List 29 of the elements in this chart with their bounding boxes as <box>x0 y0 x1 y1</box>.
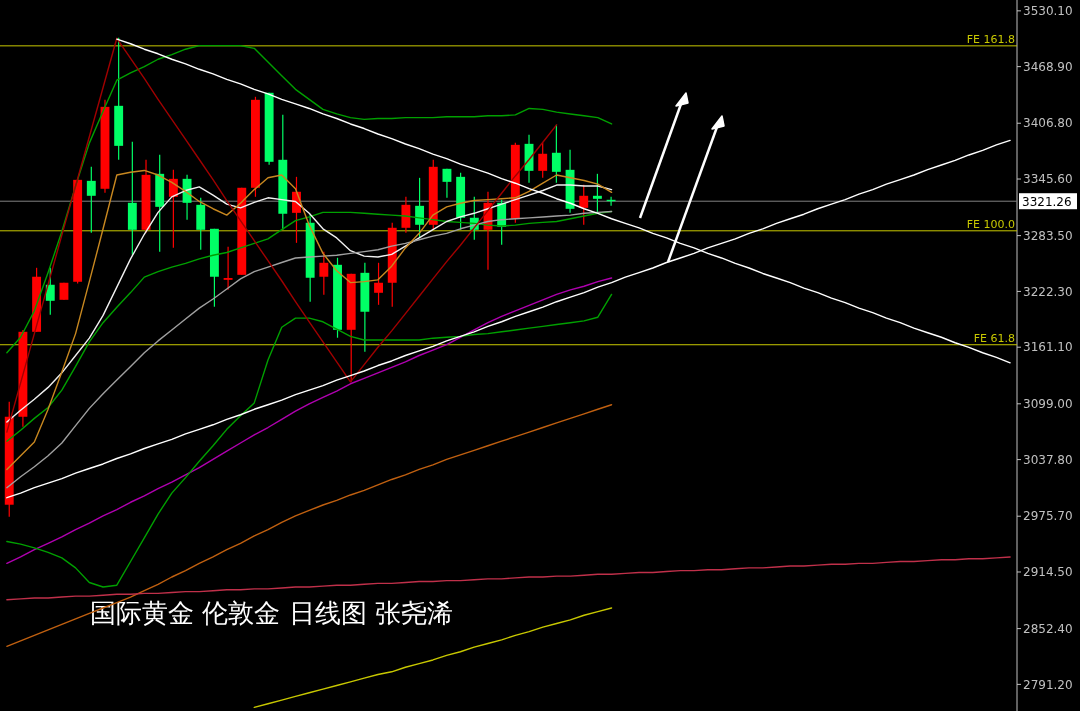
candlestick <box>538 142 548 179</box>
y-tick-label: 2914.50 <box>1023 565 1073 580</box>
y-tick-label: 3406.80 <box>1023 116 1073 131</box>
y-tick-label: 3037.80 <box>1023 452 1073 467</box>
candlestick <box>415 177 425 239</box>
candlestick <box>223 246 233 291</box>
y-tick-label: 2975.70 <box>1023 509 1073 524</box>
candlestick <box>551 124 561 184</box>
y-tick-label: 3283.50 <box>1023 228 1073 243</box>
candlestick <box>401 196 411 234</box>
y-tick-label: 3468.90 <box>1023 59 1073 74</box>
candlestick <box>45 267 55 316</box>
ref-line-label: 3321.26 <box>1022 194 1072 209</box>
candlestick <box>319 251 329 296</box>
candlestick <box>442 168 452 199</box>
y-tick-label: 2791.20 <box>1023 677 1073 692</box>
y-tick-label: 3530.10 <box>1023 4 1073 19</box>
candlestick <box>579 184 589 226</box>
candlestick <box>592 173 602 213</box>
candlestick <box>86 166 96 234</box>
ref-line-label: FE 161.8 <box>966 32 1015 46</box>
y-tick-label: 3222.30 <box>1023 284 1073 299</box>
ref-line-label: FE 61.8 <box>973 331 1015 345</box>
y-tick-label: 2852.40 <box>1023 621 1073 636</box>
y-tick-label: 3161.10 <box>1023 340 1073 355</box>
y-tick-label: 3099.00 <box>1023 397 1073 412</box>
ref-line-label: FE 100.0 <box>966 217 1015 231</box>
candlestick <box>374 262 383 306</box>
y-tick-label: 3345.60 <box>1023 172 1073 187</box>
